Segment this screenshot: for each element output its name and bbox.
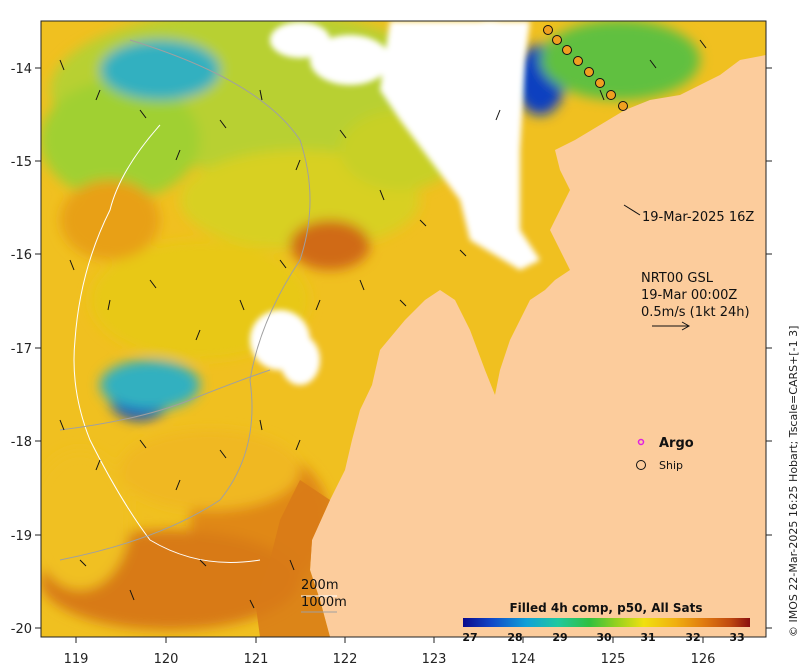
ship-position	[562, 45, 572, 55]
colorbar: Filled 4h comp, p50, All Sats 27 28 29 3…	[455, 599, 755, 644]
isobath-200	[73, 124, 261, 563]
current-time: 19-Mar 00:00Z	[641, 288, 737, 303]
x-tick-label: 126	[691, 652, 716, 667]
x-tick-label: 125	[601, 652, 626, 667]
ship-position	[552, 35, 562, 45]
y-tick-label: -15	[11, 155, 32, 170]
legend-ship: Ship	[659, 459, 683, 472]
x-tick-labels: 119 120 121 122 123 124 125 126	[64, 652, 716, 667]
ship-time-label: 19-Mar-2025 16Z	[642, 210, 754, 225]
plot-area	[41, 21, 766, 637]
current-vectors	[59, 39, 707, 609]
land	[310, 55, 766, 637]
colorbar-tick: 30	[596, 631, 612, 644]
plot-frame	[40, 20, 767, 638]
cloud-mask	[250, 21, 540, 385]
x-tick-label: 119	[64, 652, 89, 667]
colorbar-background	[455, 599, 755, 635]
isobath-200-label: 200m	[301, 578, 338, 593]
y-tick-label: -19	[11, 529, 32, 544]
ship-leader-line	[623, 204, 641, 216]
y-tick-label: -20	[11, 622, 32, 637]
isobath-1000	[59, 39, 311, 561]
colorbar-tick: 27	[462, 631, 477, 644]
current-title: NRT00 GSL	[641, 271, 714, 286]
colorbar-tick: 32	[685, 631, 700, 644]
y-tick-label: -18	[11, 435, 32, 450]
x-tick-label: 121	[244, 652, 269, 667]
y-tick-label: -17	[11, 342, 32, 357]
colorbar-tick: 29	[552, 631, 567, 644]
ship-position	[584, 67, 594, 77]
ship-position	[606, 90, 616, 100]
x-tick-label: 124	[511, 652, 536, 667]
y-tick-label: -16	[11, 248, 32, 263]
scale-arrow	[652, 321, 691, 331]
colorbar-title: Filled 4h comp, p50, All Sats	[509, 601, 702, 615]
colorbar-tick: 33	[729, 631, 744, 644]
y-tick-labels: -14 -15 -16 -17 -18 -19 -20	[11, 62, 32, 637]
credit-text: © IMOS 22-Mar-2025 16:25 Hobart; Tscale=…	[787, 326, 800, 637]
ship-position	[618, 101, 628, 111]
isobath-1000-label: 1000m	[301, 595, 347, 610]
colorbar-tick: 28	[507, 631, 522, 644]
ship-track	[543, 25, 628, 111]
x-tick-label: 122	[333, 652, 358, 667]
ship-position	[595, 78, 605, 88]
ship-marker-icon	[636, 460, 646, 470]
current-scale: 0.5m/s (1kt 24h)	[641, 305, 750, 320]
x-tick-label: 120	[154, 652, 179, 667]
ship-position	[573, 56, 583, 66]
y-tick-label: -14	[11, 62, 32, 77]
colorbar-tick: 31	[640, 631, 655, 644]
coastal-band	[255, 480, 330, 637]
ship-position	[543, 25, 553, 35]
legend-argo: Argo	[659, 436, 694, 451]
colorbar-gradient	[463, 618, 750, 627]
argo-marker-icon	[637, 438, 645, 446]
x-tick-label: 123	[422, 652, 447, 667]
isobath-1000-b	[59, 369, 271, 431]
y-axis	[35, 67, 772, 629]
x-axis	[75, 637, 704, 643]
